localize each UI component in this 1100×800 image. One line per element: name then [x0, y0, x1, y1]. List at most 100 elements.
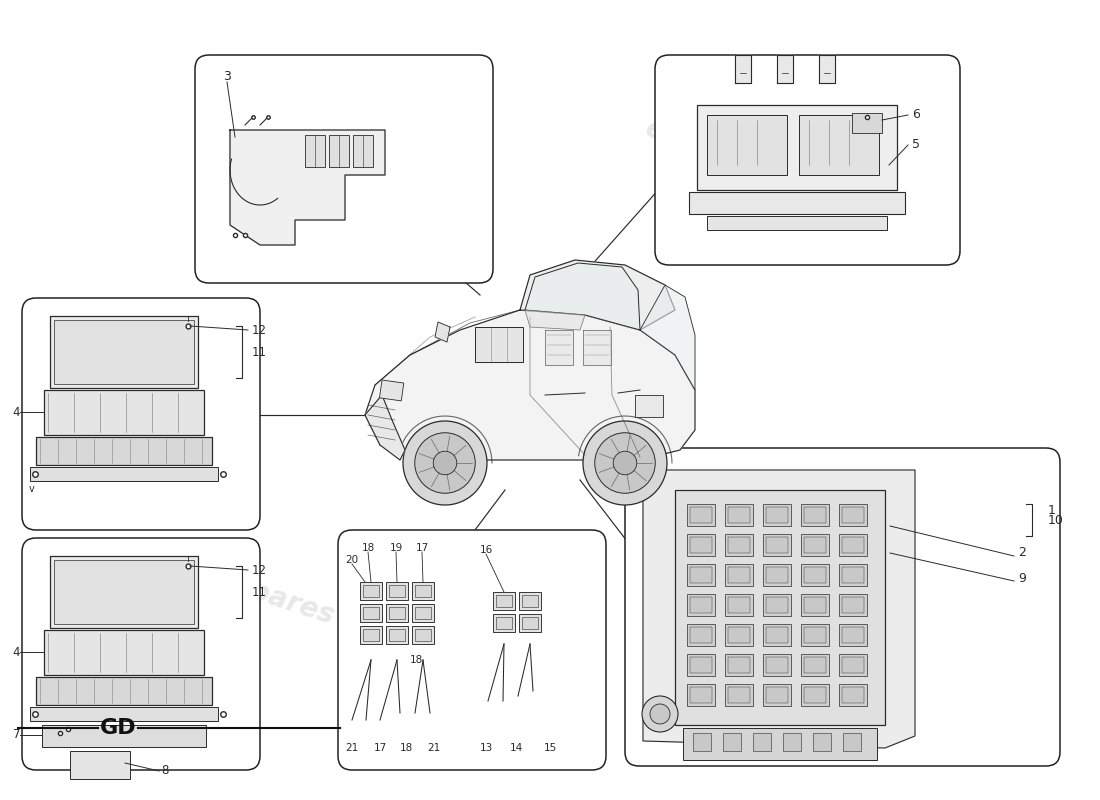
Polygon shape — [820, 55, 835, 83]
Text: 18: 18 — [409, 655, 422, 665]
Circle shape — [433, 451, 456, 474]
Bar — [36, 677, 212, 705]
Bar — [813, 733, 830, 751]
Bar — [839, 624, 867, 646]
Text: 3: 3 — [223, 70, 231, 83]
Bar — [493, 592, 515, 610]
Bar — [493, 614, 515, 632]
Bar — [728, 597, 750, 613]
FancyBboxPatch shape — [22, 298, 260, 530]
FancyBboxPatch shape — [654, 55, 960, 265]
Text: 13: 13 — [480, 743, 493, 753]
FancyBboxPatch shape — [195, 55, 493, 283]
Circle shape — [415, 433, 475, 494]
Bar — [475, 327, 522, 362]
Text: eurospares: eurospares — [642, 114, 817, 195]
Polygon shape — [777, 55, 793, 83]
Bar — [635, 395, 663, 417]
Bar — [329, 135, 349, 167]
Bar — [688, 624, 715, 646]
Circle shape — [595, 433, 656, 494]
Bar — [386, 582, 408, 600]
Bar — [839, 684, 867, 706]
Bar — [728, 657, 750, 673]
Bar — [688, 564, 715, 586]
Bar — [725, 684, 754, 706]
Bar — [754, 733, 771, 751]
Polygon shape — [583, 330, 610, 365]
Bar — [801, 564, 829, 586]
Text: 14: 14 — [509, 743, 522, 753]
Bar — [804, 507, 826, 523]
Text: eurospares: eurospares — [632, 550, 807, 630]
Bar — [690, 597, 712, 613]
Text: 7: 7 — [12, 729, 20, 742]
Bar — [688, 534, 715, 556]
Bar — [842, 627, 864, 643]
FancyBboxPatch shape — [22, 538, 260, 770]
Bar — [519, 614, 541, 632]
Bar — [386, 626, 408, 644]
Text: 21: 21 — [345, 743, 359, 753]
Bar — [763, 654, 791, 676]
Text: 12: 12 — [252, 563, 267, 577]
Bar — [725, 594, 754, 616]
Polygon shape — [525, 310, 585, 330]
Bar — [389, 629, 405, 641]
Bar — [690, 627, 712, 643]
Text: 18: 18 — [362, 543, 375, 553]
Bar — [44, 390, 204, 435]
Circle shape — [642, 696, 678, 732]
Bar — [519, 592, 541, 610]
Bar — [50, 316, 198, 388]
Bar — [412, 582, 434, 600]
Text: 11: 11 — [252, 346, 267, 358]
Text: 6: 6 — [912, 109, 920, 122]
Bar — [353, 135, 373, 167]
Bar — [842, 507, 864, 523]
Circle shape — [583, 421, 667, 505]
Bar — [690, 507, 712, 523]
Bar — [766, 627, 788, 643]
Text: 18: 18 — [399, 743, 412, 753]
Bar — [766, 657, 788, 673]
Bar — [54, 320, 194, 384]
Bar — [766, 537, 788, 553]
Bar — [839, 654, 867, 676]
Bar — [763, 594, 791, 616]
Bar — [852, 113, 882, 133]
Bar — [842, 687, 864, 703]
Bar — [690, 537, 712, 553]
Bar — [693, 733, 711, 751]
Bar — [688, 654, 715, 676]
Bar — [688, 594, 715, 616]
Polygon shape — [640, 285, 695, 390]
Text: 4: 4 — [12, 406, 20, 418]
Bar — [70, 751, 130, 779]
Text: eurospares: eurospares — [222, 179, 398, 261]
Bar — [766, 687, 788, 703]
Bar — [707, 115, 786, 175]
Bar — [697, 105, 896, 190]
Bar — [799, 115, 879, 175]
Bar — [363, 585, 379, 597]
Bar — [44, 630, 204, 675]
Bar — [842, 597, 864, 613]
Bar — [801, 654, 829, 676]
Text: 5: 5 — [912, 138, 920, 151]
Text: GD: GD — [100, 718, 136, 738]
Bar — [801, 504, 829, 526]
Polygon shape — [525, 263, 640, 330]
Text: 11: 11 — [252, 586, 267, 598]
Text: 2: 2 — [1018, 546, 1026, 559]
Bar — [804, 627, 826, 643]
Bar — [804, 657, 826, 673]
Bar — [804, 567, 826, 583]
Polygon shape — [735, 55, 751, 83]
Bar — [363, 629, 379, 641]
Text: 10: 10 — [1048, 514, 1064, 526]
Bar — [389, 585, 405, 597]
Bar — [766, 597, 788, 613]
Bar — [415, 607, 431, 619]
Text: 19: 19 — [389, 543, 403, 553]
